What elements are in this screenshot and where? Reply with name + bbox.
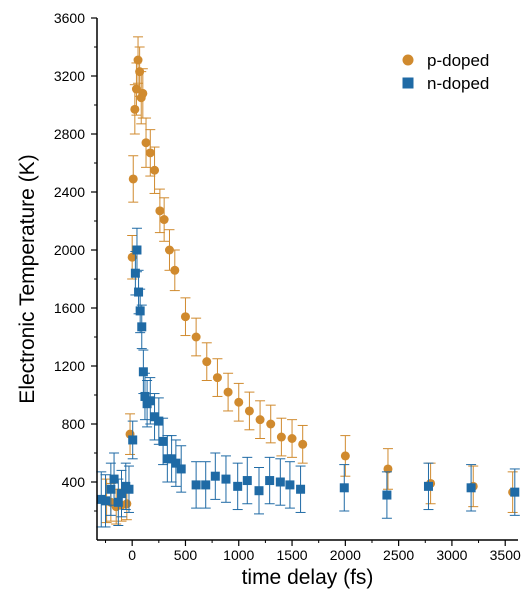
data-point: [266, 419, 276, 429]
x-axis-title: time delay (fs): [242, 566, 374, 589]
data-point: [158, 436, 168, 446]
x-tick-label: 1500: [276, 547, 307, 563]
data-point: [176, 464, 186, 474]
data-point: [145, 396, 155, 406]
y-axis-title: Electronic Temperature (K): [16, 154, 39, 403]
data-point: [212, 373, 222, 383]
y-tick-label: 2800: [54, 126, 85, 142]
data-point: [154, 416, 164, 426]
data-point: [233, 481, 243, 491]
data-point: [132, 245, 142, 255]
y-axis: 400 800 1200 1600 2000 2400 2800 3200 3600: [54, 10, 97, 512]
legend-label: p-doped: [427, 51, 489, 70]
data-point: [134, 287, 144, 297]
data-point: [150, 165, 160, 175]
x-tick-label: 2000: [330, 547, 361, 563]
data-point: [128, 174, 138, 184]
data-point: [138, 367, 148, 377]
data-point: [244, 406, 254, 416]
data-point: [339, 483, 349, 493]
data-point: [382, 490, 392, 500]
data-point: [296, 484, 306, 494]
data-point: [140, 391, 150, 401]
x-tick-label: 2500: [383, 547, 414, 563]
legend-marker: [402, 54, 414, 66]
data-point: [130, 104, 140, 114]
data-point: [202, 357, 212, 367]
data-point: [117, 489, 127, 499]
legend: p-doped n-doped: [402, 51, 489, 93]
data-point: [234, 397, 244, 407]
y-tick-label: 400: [62, 474, 86, 490]
data-point: [221, 474, 231, 484]
x-axis: 0 500 1000 1500 2000 2500 3000 3500: [105, 540, 521, 563]
y-tick-label: 1600: [54, 300, 85, 316]
x-tick-label: 500: [174, 547, 198, 563]
data-point: [285, 480, 295, 490]
data-point: [127, 252, 137, 262]
data-point: [137, 322, 147, 332]
x-tick-label: 3500: [490, 547, 521, 563]
data-point: [340, 451, 350, 461]
data-point: [201, 480, 211, 490]
data-point: [164, 245, 174, 255]
plot-area: [96, 36, 520, 528]
data-point: [466, 483, 476, 493]
data-point: [298, 439, 308, 449]
data-point: [383, 464, 393, 474]
series-n-doped: [96, 227, 520, 528]
data-point: [133, 55, 143, 65]
data-point: [510, 487, 520, 497]
data-point: [223, 387, 233, 397]
data-point: [124, 484, 134, 494]
data-point: [255, 415, 265, 425]
data-point: [423, 481, 433, 491]
data-point: [287, 434, 297, 443]
data-point: [170, 265, 180, 275]
data-point: [191, 480, 201, 490]
data-point: [135, 306, 145, 316]
data-point: [131, 84, 141, 94]
data-point: [113, 497, 123, 507]
data-point: [171, 458, 181, 468]
series-p-doped: [101, 36, 518, 525]
data-point: [180, 312, 190, 322]
x-tick-label: 1000: [223, 547, 254, 563]
data-point: [130, 268, 140, 278]
data-point: [122, 499, 132, 509]
y-tick-label: 1200: [54, 358, 85, 374]
data-point: [128, 435, 138, 445]
y-tick-label: 800: [62, 416, 86, 432]
y-tick-label: 3600: [54, 10, 85, 26]
data-point: [254, 486, 264, 496]
data-point: [276, 432, 286, 442]
data-point: [145, 148, 155, 158]
data-point: [159, 215, 169, 225]
data-point: [210, 471, 220, 481]
legend-marker: [402, 77, 414, 89]
data-point: [191, 332, 201, 342]
data-point: [265, 476, 275, 486]
x-tick-label: 3000: [436, 547, 467, 563]
data-point: [155, 206, 165, 216]
data-point: [106, 484, 116, 494]
x-tick-label: 0: [128, 547, 136, 563]
y-tick-label: 3200: [54, 68, 85, 84]
data-point: [141, 138, 151, 148]
data-point: [242, 476, 252, 486]
y-tick-label: 2400: [54, 184, 85, 200]
data-point: [138, 88, 148, 98]
data-point: [101, 496, 111, 506]
data-point: [275, 477, 285, 487]
legend-label: n-doped: [427, 74, 489, 93]
y-tick-label: 2000: [54, 242, 85, 258]
